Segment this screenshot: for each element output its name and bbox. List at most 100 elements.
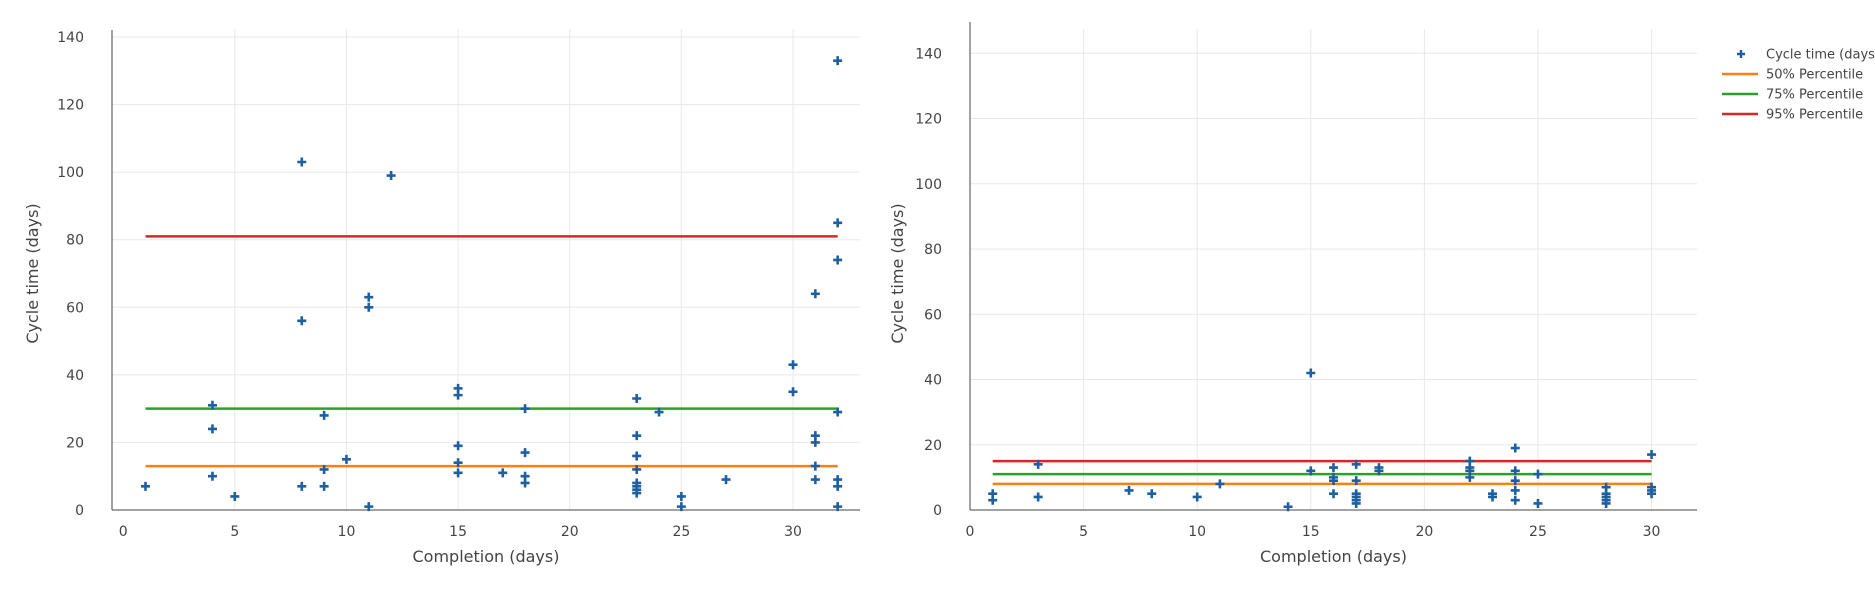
data-point: [1351, 498, 1361, 508]
data-point: [319, 410, 329, 420]
data-point: [833, 407, 843, 417]
y-tick-label: 80: [66, 233, 84, 249]
data-point: [207, 424, 217, 434]
legend: Cycle time (days) 50% Percentile 75% Perce…: [1722, 48, 1875, 123]
data-point: [721, 475, 731, 485]
data-point: [453, 390, 463, 400]
x-tick-label: 10: [338, 524, 356, 540]
x-tick-label: 10: [1188, 524, 1206, 540]
y-tick-label: 80: [924, 242, 942, 258]
data-point: [810, 289, 820, 299]
data-point: [1192, 492, 1202, 502]
data-point: [1306, 466, 1316, 476]
data-point: [1510, 485, 1520, 495]
data-point: [520, 448, 530, 458]
data-point: [297, 157, 307, 167]
data-point: [297, 481, 307, 491]
data-point: [453, 468, 463, 478]
x-tick-label: 15: [449, 524, 467, 540]
x-tick-label: 30: [784, 524, 802, 540]
x-tick-label: 15: [1302, 524, 1320, 540]
y-tick-label: 0: [75, 503, 84, 519]
data-point: [319, 464, 329, 474]
data-point: [1215, 479, 1225, 489]
chart-1: 0 20 40 60 80 100 120 140 0 5 10 15 20 25 30 Completion…: [23, 29, 860, 566]
data-point: [833, 481, 843, 491]
data-point: [988, 495, 998, 505]
y-tick-label: 120: [915, 112, 942, 128]
y-tick-label: 20: [66, 435, 84, 451]
data-point: [632, 431, 642, 441]
legend-label: 50% Percentile: [1766, 68, 1863, 83]
data-point: [1374, 466, 1384, 476]
data-point: [1329, 476, 1338, 486]
data-point: [810, 475, 820, 485]
data-point: [364, 292, 374, 302]
y-tick-label: 60: [66, 300, 84, 316]
data-point: [297, 316, 307, 326]
data-point: [833, 218, 843, 228]
data-point: [810, 461, 820, 471]
data-point: [364, 302, 374, 312]
data-point: [1510, 466, 1520, 476]
y-tick-label: 100: [57, 165, 84, 181]
data-point: [833, 56, 843, 66]
x-tick-label: 30: [1643, 524, 1661, 540]
x-axis-title: Completion (days): [1260, 547, 1407, 566]
x-tick-label: 20: [561, 524, 579, 540]
data-point: [1510, 495, 1520, 505]
data-point: [632, 451, 642, 461]
data-point: [1510, 443, 1520, 453]
y-tick-label: 60: [924, 307, 942, 323]
x-axis-title: Completion (days): [413, 547, 560, 566]
legend-label: 95% Percentile: [1766, 108, 1863, 123]
data-point: [520, 404, 530, 414]
x-tick-label: 5: [230, 524, 239, 540]
data-point: [453, 441, 463, 451]
data-point: [1329, 463, 1338, 473]
data-point: [1306, 368, 1316, 378]
data-point: [1465, 472, 1475, 482]
data-point: [676, 502, 686, 512]
data-point: [498, 468, 508, 478]
x-tick-label: 0: [966, 524, 975, 540]
data-point: [1647, 450, 1657, 460]
data-point: [230, 491, 240, 501]
x-tick-label: 25: [672, 524, 690, 540]
x-tick-label: 0: [119, 524, 128, 540]
data-point: [1533, 498, 1543, 508]
chart-2: 0 20 40 60 80 100 120 140 0 5 10 15 20 25 30 Completion…: [888, 22, 1697, 566]
data-point: [632, 464, 642, 474]
legend-label: Cycle time (days): [1766, 48, 1875, 63]
data-point: [676, 491, 686, 501]
data-point: [1329, 489, 1338, 499]
data-point: [319, 481, 329, 491]
data-point: [341, 454, 351, 464]
data-point: [1510, 476, 1520, 486]
y-axis-title: Cycle time (days): [23, 203, 42, 343]
y-tick-label: 140: [57, 30, 84, 46]
data-point: [788, 360, 798, 370]
data-point: [833, 255, 843, 265]
data-point: [788, 387, 798, 397]
data-point: [140, 481, 150, 491]
data-point: [207, 400, 217, 410]
data-point: [632, 488, 642, 498]
y-tick-label: 120: [57, 98, 84, 114]
y-tick-label: 100: [915, 177, 942, 193]
data-point: [1647, 489, 1657, 499]
data-point: [386, 171, 396, 181]
data-point: [654, 407, 664, 417]
data-point: [1033, 459, 1043, 469]
data-point: [1601, 498, 1611, 508]
data-point: [1283, 502, 1293, 512]
legend-marker: [1737, 50, 1745, 58]
data-point: [520, 478, 530, 488]
x-tick-label: 25: [1529, 524, 1547, 540]
data-point: [453, 458, 463, 468]
y-tick-label: 40: [924, 373, 942, 389]
data-point: [1351, 476, 1361, 486]
data-point: [1488, 492, 1498, 502]
x-tick-label: 5: [1079, 524, 1088, 540]
